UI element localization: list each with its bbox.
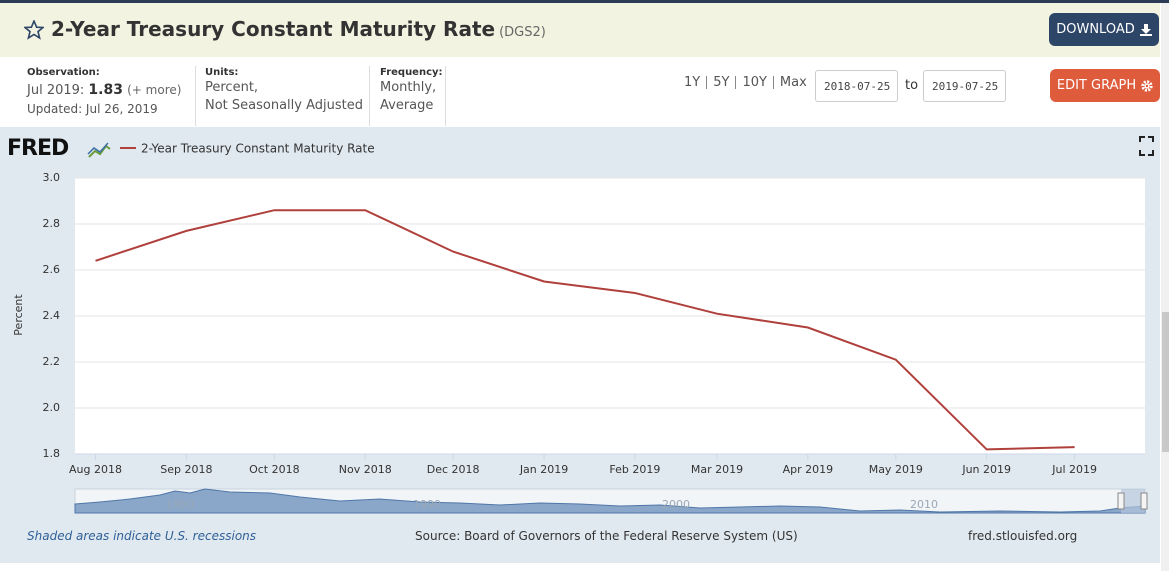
units-label: Units: [205, 67, 239, 78]
header [0, 3, 1160, 57]
fullscreen-icon[interactable] [1139, 136, 1154, 156]
x-tick-label: Nov 2018 [339, 463, 392, 476]
start-date-input[interactable]: 2018-07-25 [815, 70, 898, 102]
y-tick-label: 2.6 [43, 263, 61, 276]
x-tick-label: Dec 2018 [427, 463, 480, 476]
x-tick-label: Mar 2019 [691, 463, 743, 476]
separator [369, 66, 370, 126]
units-line: Not Seasonally Adjusted [205, 98, 363, 113]
frequency-line: Monthly, [380, 80, 437, 95]
frequency: Monthly, Average [380, 79, 436, 115]
observation-value: 1.83 [88, 82, 123, 98]
x-tick-label: Jan 2019 [519, 463, 568, 476]
logo-icon [87, 142, 109, 155]
navigator-area [74, 488, 1146, 514]
navigator-label: 1980 [166, 498, 194, 511]
separator [445, 66, 446, 126]
logo-icon [88, 144, 111, 158]
gear-icon [1141, 79, 1153, 92]
x-tick-label: Sep 2018 [160, 463, 212, 476]
y-tick-label: 2.0 [43, 401, 61, 414]
range-link[interactable]: 10Y [735, 76, 772, 89]
separator [195, 66, 196, 126]
scrollbar [1161, 3, 1169, 571]
x-tick-label: May 2019 [869, 463, 923, 476]
observation: Jul 2019: 1.83 (+ more) [27, 81, 181, 100]
end-date-input[interactable]: 2019-07-25 [923, 70, 1006, 102]
frequency-line: Average [380, 98, 434, 113]
navigator-label: 1990 [413, 498, 441, 511]
updated: Updated: Jul 26, 2019 [27, 102, 158, 116]
x-tick-label: Aug 2018 [69, 463, 122, 476]
y-tick-label: 2.2 [43, 355, 61, 368]
recession-note: Shaded areas indicate U.S. recessions [27, 529, 257, 543]
y-tick-label: 2.8 [43, 217, 61, 230]
range-links: 1Y 5Y 10Y Max [684, 76, 813, 89]
y-axis-label: Percent [12, 294, 25, 336]
observation-label: Observation: [27, 67, 100, 78]
series-id: (DGS2) [499, 25, 546, 40]
units: Percent, Not Seasonally Adjusted [205, 79, 363, 115]
scrollbar-thumb[interactable] [1162, 312, 1169, 452]
x-tick-label: Oct 2018 [249, 463, 300, 476]
x-tick-label: Apr 2019 [783, 463, 834, 476]
range-link[interactable]: Max [772, 76, 813, 89]
navigator-label: 2000 [662, 498, 690, 511]
range-link[interactable]: 5Y [706, 76, 735, 89]
x-tick-label: Feb 2019 [609, 463, 660, 476]
source-note: Source: Board of Governors of the Federa… [415, 529, 798, 543]
download-icon [1139, 23, 1152, 36]
navigator-handle[interactable] [1140, 492, 1148, 510]
download-button[interactable]: DOWNLOAD [1049, 13, 1159, 46]
title-text: 2-Year Treasury Constant Maturity Rate [51, 17, 496, 41]
frequency-label: Frequency: [380, 67, 443, 78]
observation-date: Jul 2019: [27, 83, 85, 98]
top-bar [0, 0, 1169, 3]
legend-label: 2-Year Treasury Constant Maturity Rate [141, 142, 375, 156]
fred-logo: FRED [7, 136, 69, 161]
star-icon[interactable] [24, 20, 44, 40]
edit-label: EDIT GRAPH [1056, 78, 1137, 93]
x-tick-label: Jul 2019 [1051, 463, 1097, 476]
more-link[interactable]: (+ more) [127, 83, 182, 97]
x-tick-label: Jun 2019 [961, 463, 1011, 476]
series-title: 2-Year Treasury Constant Maturity Rate (D… [51, 17, 546, 41]
navigator-label: 2010 [910, 498, 938, 511]
download-label: DOWNLOAD [1056, 22, 1135, 37]
y-tick-label: 2.4 [43, 309, 61, 322]
series-line [95, 209, 1075, 451]
chart: FRED 2-Year Treasury Constant Maturity R… [7, 136, 1154, 514]
y-tick-label: 1.8 [43, 447, 61, 460]
units-line: Percent, [205, 80, 259, 95]
navigator-handle[interactable] [1117, 492, 1125, 510]
edit-graph-button[interactable]: EDIT GRAPH [1050, 69, 1160, 102]
range-link[interactable]: 1Y [684, 75, 701, 90]
y-tick-label: 3.0 [43, 171, 61, 184]
to-label: to [905, 78, 919, 93]
site-link[interactable]: fred.stlouisfed.org [968, 529, 1078, 543]
